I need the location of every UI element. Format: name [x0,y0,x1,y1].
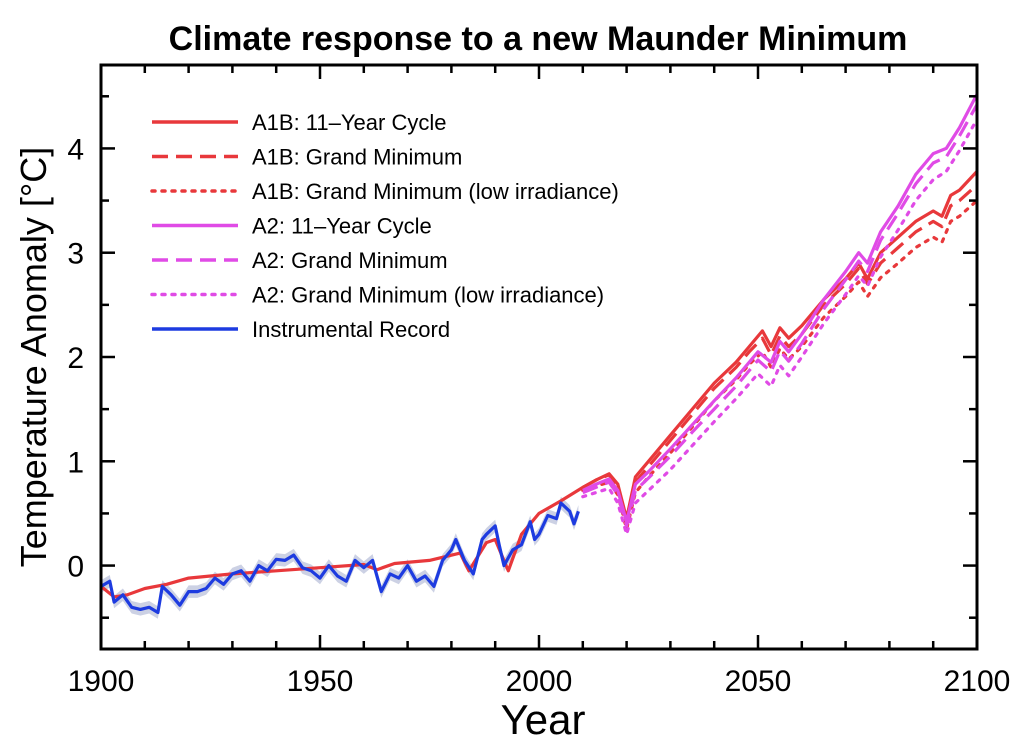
y-tick-label: 3 [67,238,84,271]
tick-layer: 1900 1950 2000 2050 2100 0 1 2 3 4 [67,65,1010,698]
legend-label-1: A1B: Grand Minimum [252,145,462,170]
x-tick-label: 2000 [506,665,573,698]
legend-label-4: A2: Grand Minimum [252,248,448,273]
legend-label-3: A2: 11–Year Cycle [252,214,432,239]
legend-label-2: A1B: Grand Minimum (low irradiance) [252,179,619,204]
x-tick-label: 1950 [287,665,354,698]
y-tick-label: 4 [67,133,84,166]
series-layer [99,93,979,619]
series-line-4 [582,103,979,528]
series-line-3 [582,93,979,524]
x-tick-label: 2100 [944,665,1011,698]
y-tick-label: 2 [67,342,84,375]
y-axis-title: Temperature Anomaly [°C] [13,147,54,568]
x-tick-label: 1900 [68,665,135,698]
y-tick-label: 1 [67,446,84,479]
x-axis-title: Year [501,696,586,743]
series-line-5 [581,117,979,536]
legend-label-5: A2: Grand Minimum (low irradiance) [252,283,604,308]
series-line-6 [100,501,580,615]
legend-label-6: Instrumental Record [252,317,450,342]
plot-frame [99,63,979,651]
legend: A1B: 11–Year Cycle A1B: Grand Minimum A1B:… [150,110,619,342]
chart-title: Climate response to a new Maunder Minimu… [169,20,908,58]
x-tick-label: 2050 [725,665,792,698]
y-tick-label: 0 [67,551,84,584]
legend-label-0: A1B: 11–Year Cycle [252,110,446,135]
